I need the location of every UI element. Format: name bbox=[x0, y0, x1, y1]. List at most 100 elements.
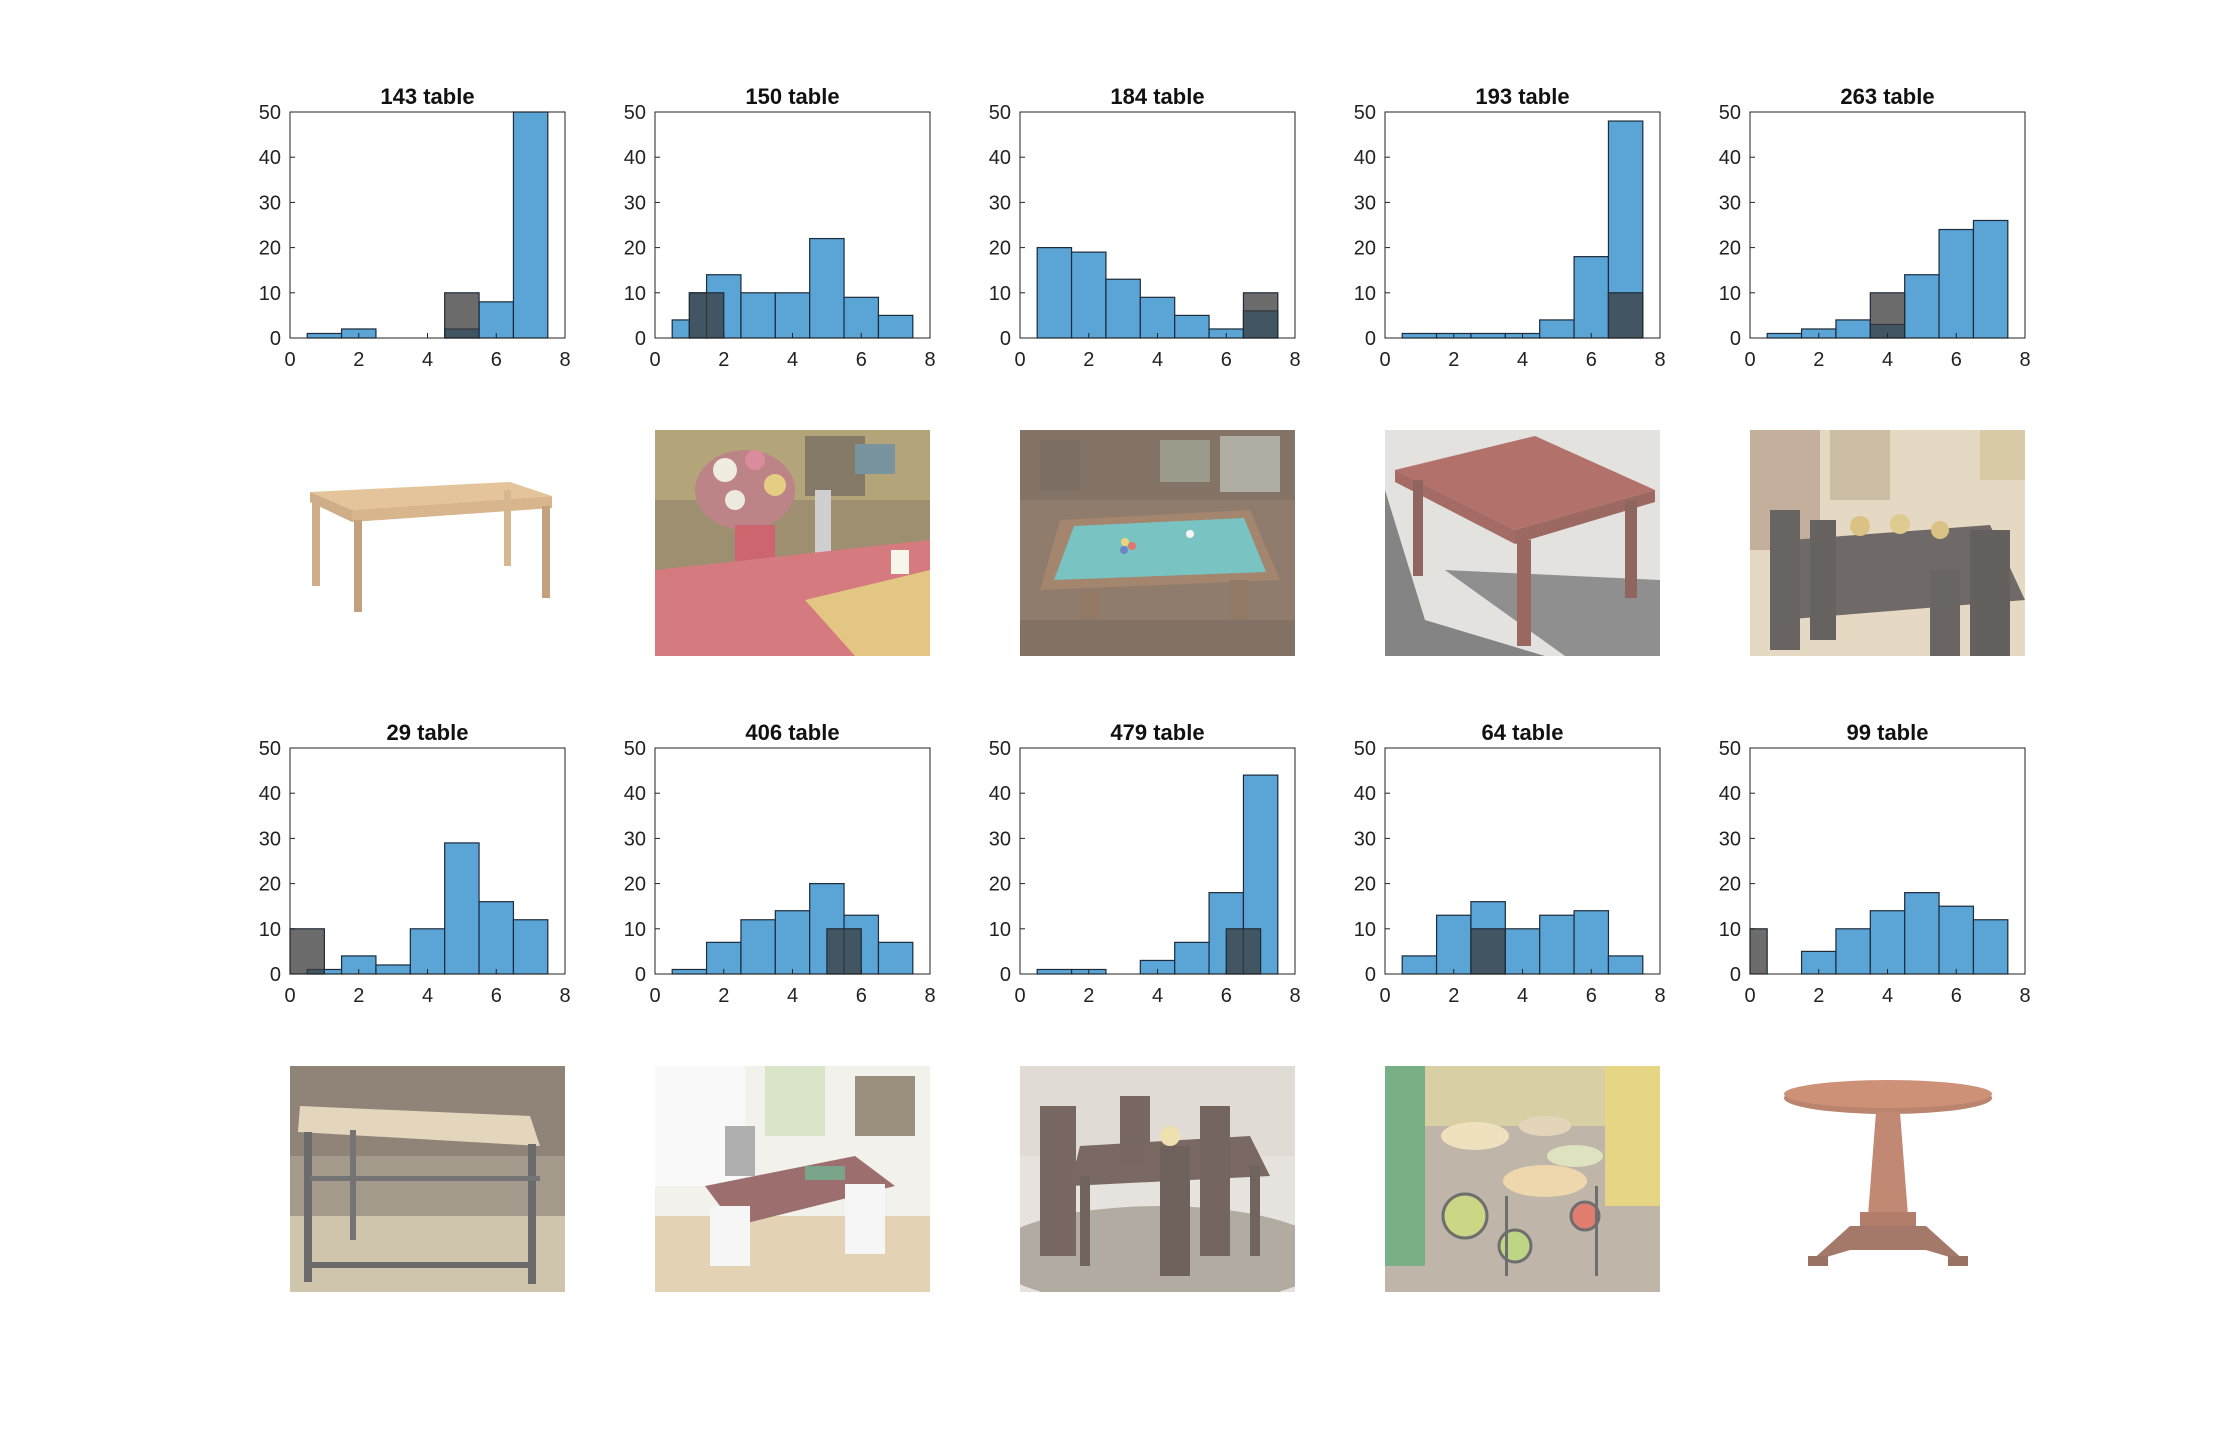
chart-title: 99 table bbox=[1847, 720, 1929, 745]
x-tick-label: 4 bbox=[1882, 985, 1893, 1007]
histogram-chart: 0 10 20 30 40 50 0 2 4 6 8 263 table bbox=[1719, 84, 2031, 371]
x-tick-label: 8 bbox=[559, 985, 570, 1007]
highlight-bar bbox=[826, 928, 862, 975]
histogram-bar bbox=[1904, 892, 1940, 975]
x-tick-label: 6 bbox=[856, 349, 867, 371]
y-tick-label: 50 bbox=[989, 738, 1011, 760]
y-tick-label: 20 bbox=[1354, 238, 1376, 260]
y-tick-label: 40 bbox=[624, 147, 646, 169]
y-tick-label: 40 bbox=[1719, 783, 1741, 805]
histogram-bar bbox=[1972, 219, 2009, 339]
histogram-bar bbox=[740, 919, 776, 975]
histogram-bar bbox=[1938, 228, 1975, 339]
x-tick-label: 2 bbox=[1083, 349, 1094, 371]
histogram-bar bbox=[1869, 910, 1906, 975]
y-tick-label: 10 bbox=[1719, 283, 1741, 305]
chart-title: 406 table bbox=[745, 720, 839, 745]
highlight-bar bbox=[1470, 928, 1506, 975]
x-tick-label: 2 bbox=[353, 985, 364, 1007]
x-tick-label: 8 bbox=[1654, 349, 1665, 371]
histogram-bar bbox=[843, 296, 880, 339]
x-tick-label: 4 bbox=[1152, 985, 1163, 1007]
y-tick-label: 50 bbox=[624, 738, 646, 760]
histogram-bar bbox=[1573, 910, 1610, 975]
histogram-bar bbox=[1435, 914, 1472, 975]
y-tick-label: 30 bbox=[1354, 828, 1376, 850]
x-tick-label: 2 bbox=[1448, 985, 1459, 1007]
y-tick-label: 30 bbox=[1354, 192, 1376, 214]
y-tick-label: 0 bbox=[1000, 964, 1011, 986]
y-tick-label: 40 bbox=[1354, 783, 1376, 805]
table-photo bbox=[655, 430, 930, 656]
x-tick-label: 8 bbox=[559, 349, 570, 371]
histogram-bar bbox=[1504, 928, 1541, 975]
y-tick-label: 0 bbox=[1730, 328, 1741, 350]
x-tick-label: 4 bbox=[1882, 349, 1893, 371]
chart-title: 29 table bbox=[387, 720, 469, 745]
histogram-chart: 0 10 20 30 40 50 0 2 4 6 8 193 table bbox=[1354, 84, 1666, 371]
y-tick-label: 20 bbox=[989, 238, 1011, 260]
y-tick-label: 20 bbox=[259, 238, 281, 260]
x-tick-label: 0 bbox=[1379, 349, 1390, 371]
histogram-chart: 0 10 20 30 40 50 0 2 4 6 8 29 table bbox=[259, 720, 571, 1007]
histogram-bar bbox=[512, 919, 549, 975]
y-tick-label: 30 bbox=[989, 192, 1011, 214]
x-tick-label: 2 bbox=[1448, 349, 1459, 371]
x-tick-label: 2 bbox=[353, 349, 364, 371]
x-tick-label: 6 bbox=[1586, 985, 1597, 1007]
x-tick-label: 6 bbox=[491, 349, 502, 371]
highlight-bar bbox=[1242, 292, 1279, 339]
histogram-bar bbox=[671, 968, 708, 975]
histogram-bar bbox=[1539, 914, 1575, 975]
x-tick-label: 0 bbox=[1014, 985, 1025, 1007]
table-photo bbox=[655, 1066, 930, 1292]
y-tick-label: 30 bbox=[989, 828, 1011, 850]
y-tick-label: 0 bbox=[1730, 964, 1741, 986]
histogram-bar bbox=[1539, 319, 1575, 339]
y-tick-label: 50 bbox=[1719, 102, 1741, 124]
y-tick-label: 10 bbox=[989, 919, 1011, 941]
x-tick-label: 0 bbox=[284, 349, 295, 371]
y-tick-label: 50 bbox=[1719, 738, 1741, 760]
x-tick-label: 8 bbox=[1289, 349, 1300, 371]
x-tick-label: 0 bbox=[1744, 349, 1755, 371]
table-photo bbox=[290, 430, 565, 656]
y-tick-label: 50 bbox=[259, 102, 281, 124]
histogram-chart: 0 10 20 30 40 50 0 2 4 6 8 150 table bbox=[624, 84, 936, 371]
x-tick-label: 4 bbox=[787, 985, 798, 1007]
chart-title: 479 table bbox=[1110, 720, 1204, 745]
chart-title: 184 table bbox=[1110, 84, 1204, 109]
y-tick-label: 10 bbox=[1719, 919, 1741, 941]
x-tick-label: 2 bbox=[718, 349, 729, 371]
y-tick-label: 30 bbox=[1719, 828, 1741, 850]
y-tick-label: 0 bbox=[635, 328, 646, 350]
y-tick-label: 10 bbox=[259, 283, 281, 305]
y-tick-label: 10 bbox=[259, 919, 281, 941]
histogram-bar bbox=[1835, 319, 1871, 339]
chart-title: 143 table bbox=[380, 84, 474, 109]
highlight-bar bbox=[1607, 292, 1644, 339]
x-tick-label: 6 bbox=[1951, 349, 1962, 371]
x-tick-label: 4 bbox=[422, 985, 433, 1007]
y-tick-label: 30 bbox=[624, 192, 646, 214]
x-tick-label: 6 bbox=[1951, 985, 1962, 1007]
highlight-bar bbox=[289, 928, 325, 975]
y-tick-label: 40 bbox=[989, 147, 1011, 169]
histogram-bar bbox=[1904, 274, 1940, 339]
x-tick-label: 6 bbox=[1221, 985, 1232, 1007]
x-tick-label: 8 bbox=[2019, 349, 2030, 371]
y-tick-label: 0 bbox=[635, 964, 646, 986]
table-photo bbox=[1385, 1066, 1660, 1292]
y-tick-label: 30 bbox=[259, 828, 281, 850]
table-photo bbox=[1750, 430, 2025, 656]
highlight-bar bbox=[444, 292, 480, 339]
table-photo bbox=[290, 1066, 565, 1292]
histogram-bar bbox=[512, 111, 549, 339]
chart-title: 150 table bbox=[745, 84, 839, 109]
y-tick-label: 40 bbox=[259, 147, 281, 169]
table-photo bbox=[1020, 430, 1295, 656]
y-tick-label: 20 bbox=[259, 874, 281, 896]
histogram-bar bbox=[1139, 296, 1176, 339]
y-tick-label: 50 bbox=[259, 738, 281, 760]
